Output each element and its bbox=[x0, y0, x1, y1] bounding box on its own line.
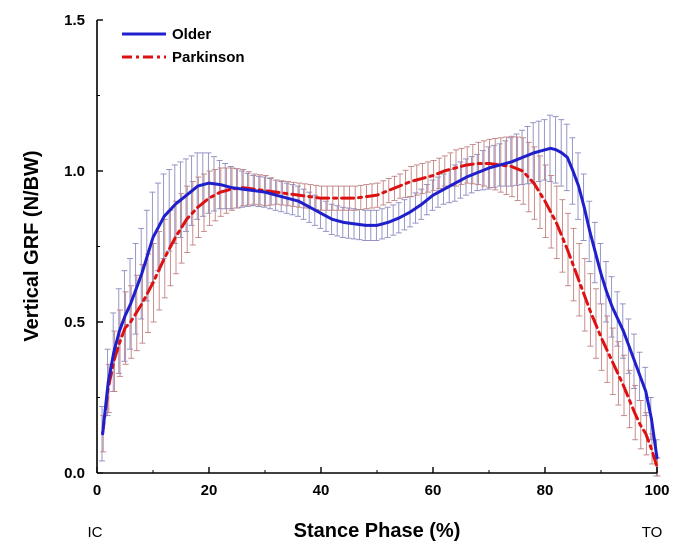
x-tick-label: 20 bbox=[201, 482, 218, 499]
ticks-layer: 0 20 40 60 80 100 0.0 0.5 1.0 1.5 bbox=[64, 12, 669, 499]
errorbars-layer bbox=[99, 114, 661, 477]
x-tick-label: 60 bbox=[425, 482, 442, 499]
x-tick-label: 40 bbox=[313, 482, 330, 499]
x-tick-label: 80 bbox=[537, 482, 554, 499]
series-line-parkinson bbox=[101, 161, 659, 469]
x-axis-title: Stance Phase (%) bbox=[294, 520, 461, 542]
series-line-older bbox=[101, 146, 659, 460]
legend: Older Parkinson bbox=[122, 26, 245, 66]
legend-label-older: Older bbox=[172, 26, 211, 43]
x-tick-label: 0 bbox=[93, 482, 101, 499]
series-lines-layer bbox=[101, 146, 659, 469]
to-label: TO bbox=[642, 524, 663, 541]
y-axis-title: Vertical GRF (N/BW) bbox=[21, 150, 43, 341]
y-tick-label: 1.0 bbox=[64, 163, 85, 180]
y-tick-label: 0.0 bbox=[64, 465, 85, 482]
axes bbox=[96, 20, 657, 474]
x-tick-label: 100 bbox=[644, 482, 669, 499]
y-tick-label: 0.5 bbox=[64, 314, 85, 331]
ic-label: IC bbox=[88, 524, 103, 541]
legend-label-parkinson: Parkinson bbox=[172, 49, 245, 66]
y-tick-label: 1.5 bbox=[64, 12, 85, 29]
